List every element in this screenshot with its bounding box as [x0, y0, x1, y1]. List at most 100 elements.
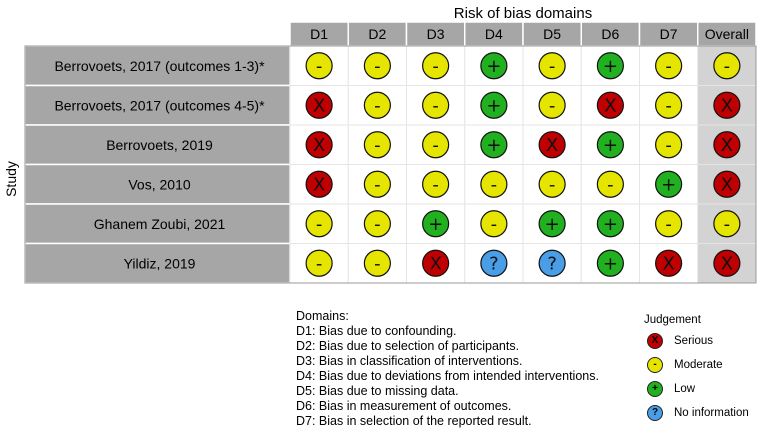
- judgement-symbol: -: [665, 135, 672, 156]
- legend-item: ? No information: [644, 402, 756, 426]
- judgement-dot: [422, 249, 450, 277]
- judgement-dot: [538, 170, 566, 198]
- judgement-symbol: X: [721, 95, 733, 116]
- judgement-symbol: -: [432, 135, 439, 156]
- judgement-symbol: +: [603, 135, 618, 156]
- judgement-symbol: -: [374, 174, 381, 195]
- judgement-dot: [713, 170, 741, 198]
- judgement-dot: [305, 249, 333, 277]
- judgement-dot: [538, 52, 566, 80]
- judgement-symbol: +: [603, 253, 618, 274]
- study-label: Ghanem Zoubi, 2021: [94, 216, 226, 232]
- judgement-symbol: -: [549, 56, 556, 77]
- judgement-symbol: -: [432, 95, 439, 116]
- domain-description: D1: Bias due to confounding.: [296, 324, 457, 338]
- judgement-symbol: -: [432, 174, 439, 195]
- judgement-dot: [538, 210, 566, 238]
- judgement-symbol: -: [665, 214, 672, 235]
- judgement-symbol: -: [316, 214, 323, 235]
- judgement-dot: [480, 91, 508, 119]
- domain-description: D3: Bias in classification of interventi…: [296, 354, 523, 368]
- judgement-dot: [596, 170, 624, 198]
- judgement-symbol: -: [549, 174, 556, 195]
- judgement-dot: [480, 249, 508, 277]
- judgement-dot: [480, 170, 508, 198]
- legend-label: Low: [674, 383, 696, 395]
- judgement-dot: [538, 131, 566, 159]
- judgement-dot: [713, 131, 741, 159]
- legend-item: - Moderate: [644, 354, 756, 378]
- judgement-symbol: -: [316, 253, 323, 274]
- legend-dot: ?: [647, 405, 663, 421]
- legend-item: X Serious: [644, 330, 756, 354]
- judgement-dot: [713, 52, 741, 80]
- judgement-dot: [422, 170, 450, 198]
- judgement-dot: [363, 91, 391, 119]
- column-header-cell: [580, 21, 641, 47]
- judgement-dot: [655, 131, 683, 159]
- column-header-label: D2: [368, 26, 386, 42]
- domain-description: D4: Bias due to deviations from intended…: [296, 369, 599, 383]
- study-label: Vos, 2010: [128, 176, 190, 192]
- column-header-cell: [289, 21, 349, 47]
- judgement-symbol: +: [486, 135, 501, 156]
- judgement-dot: [538, 249, 566, 277]
- judgement-symbol: -: [665, 56, 672, 77]
- judgement-symbol: -: [374, 56, 381, 77]
- study-label: Berrovoets, 2019: [106, 137, 213, 153]
- judgement-dot: [596, 131, 624, 159]
- judgement-symbol: ?: [547, 253, 557, 274]
- judgement-symbol: +: [661, 174, 676, 195]
- judgement-symbol: -: [374, 135, 381, 156]
- judgement-symbol: -: [607, 174, 614, 195]
- judgement-dot: [363, 52, 391, 80]
- study-label: Yildiz, 2019: [124, 255, 196, 271]
- column-header-label: D3: [427, 26, 445, 42]
- judgement-symbol: -: [724, 56, 731, 77]
- judgement-symbol: -: [374, 95, 381, 116]
- judgement-dot: [655, 52, 683, 80]
- judgement-symbol: X: [721, 174, 733, 195]
- grid-frame: [24, 45, 757, 284]
- legend-item: + Low: [644, 378, 756, 402]
- column-header-label: D4: [485, 26, 503, 42]
- judgement-symbol: X: [313, 135, 325, 156]
- domain-description: D7: Bias in selection of the reported re…: [296, 414, 532, 428]
- column-header-cell: [405, 21, 466, 47]
- judgement-symbol: -: [374, 253, 381, 274]
- judgement-dot: [305, 131, 333, 159]
- column-header-label: Overall: [705, 26, 749, 42]
- legend-title: Judgement: [644, 314, 701, 326]
- legend-label: Moderate: [674, 359, 723, 371]
- judgement-dot: [305, 170, 333, 198]
- judgement-dot: [655, 249, 683, 277]
- judgement-legend: Judgement X Serious - Moderate + Low? No infor…: [644, 313, 756, 426]
- domains-block: Domains: D1: Bias due to confounding. D2:…: [296, 309, 599, 429]
- judgement-dot: [305, 91, 333, 119]
- judgement-dot: [363, 210, 391, 238]
- judgement-symbol: X: [313, 174, 325, 195]
- judgement-dot: [655, 210, 683, 238]
- column-header-label: D6: [601, 26, 619, 42]
- judgement-symbol: X: [662, 253, 674, 274]
- judgement-symbol: ?: [489, 253, 499, 274]
- judgement-dot: [596, 210, 624, 238]
- judgement-dot: [596, 52, 624, 80]
- judgement-symbol: -: [316, 56, 323, 77]
- judgement-symbol: +: [486, 95, 501, 116]
- judgement-dot: [422, 210, 450, 238]
- judgement-dot: [655, 170, 683, 198]
- judgement-symbol: +: [603, 214, 618, 235]
- judgement-symbol: -: [549, 95, 556, 116]
- judgement-symbol: -: [374, 214, 381, 235]
- judgement-symbol: X: [546, 135, 558, 156]
- column-header-label: D1: [310, 26, 328, 42]
- study-row-cell: [24, 45, 291, 87]
- judgement-symbol: -: [491, 214, 498, 235]
- legend-label: No information: [674, 407, 749, 419]
- legend-dot: X: [647, 333, 663, 349]
- judgement-dot: [305, 210, 333, 238]
- domain-description: D2: Bias due to selection of participant…: [296, 339, 520, 353]
- legend-label: Serious: [674, 335, 713, 347]
